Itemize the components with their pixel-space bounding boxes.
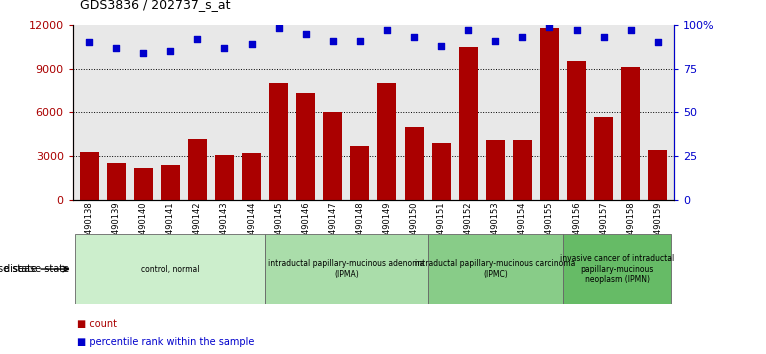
Bar xyxy=(459,47,478,200)
Bar xyxy=(540,28,559,200)
Point xyxy=(273,25,285,31)
Point xyxy=(164,48,176,54)
Text: ■ count: ■ count xyxy=(77,319,116,329)
Bar xyxy=(350,146,369,200)
Point xyxy=(110,45,123,50)
Bar xyxy=(648,150,667,200)
Bar xyxy=(269,83,288,200)
Point xyxy=(192,36,204,42)
Bar xyxy=(296,93,315,200)
Point xyxy=(652,40,664,45)
Text: intraductal papillary-mucinous adenoma
(IPMA): intraductal papillary-mucinous adenoma (… xyxy=(268,259,424,279)
Point xyxy=(381,27,393,33)
Point xyxy=(543,24,555,29)
Bar xyxy=(594,117,613,200)
Text: control, normal: control, normal xyxy=(141,264,199,274)
Bar xyxy=(567,61,586,200)
Bar xyxy=(432,143,450,200)
Point xyxy=(516,34,529,40)
Point xyxy=(624,27,637,33)
Text: invasive cancer of intraductal
papillary-mucinous
neoplasm (IPMN): invasive cancer of intraductal papillary… xyxy=(560,254,674,284)
Text: disease state: disease state xyxy=(0,264,37,274)
Bar xyxy=(404,127,424,200)
Text: GDS3836 / 202737_s_at: GDS3836 / 202737_s_at xyxy=(80,0,231,11)
Text: disease state: disease state xyxy=(4,264,69,274)
Bar xyxy=(621,67,640,200)
Point xyxy=(83,40,95,45)
Point xyxy=(408,34,421,40)
Bar xyxy=(106,163,126,200)
Point xyxy=(245,41,257,47)
Bar xyxy=(80,152,99,200)
Bar xyxy=(378,83,397,200)
Text: intraductal papillary-mucinous carcinoma
(IPMC): intraductal papillary-mucinous carcinoma… xyxy=(415,259,575,279)
Bar xyxy=(161,165,180,200)
Bar xyxy=(513,140,532,200)
Point xyxy=(462,27,474,33)
Point xyxy=(300,31,312,36)
Bar xyxy=(265,234,427,304)
Bar xyxy=(486,140,505,200)
Bar xyxy=(323,113,342,200)
Bar xyxy=(427,234,563,304)
Point xyxy=(354,38,366,44)
Point xyxy=(218,45,231,50)
Point xyxy=(137,50,149,56)
Point xyxy=(489,38,502,44)
Text: ■ percentile rank within the sample: ■ percentile rank within the sample xyxy=(77,337,254,347)
Point xyxy=(326,38,339,44)
Bar xyxy=(188,139,207,200)
Bar xyxy=(76,234,265,304)
Bar xyxy=(242,153,261,200)
Bar xyxy=(215,155,234,200)
Bar xyxy=(134,168,152,200)
Point xyxy=(571,27,583,33)
Bar xyxy=(563,234,671,304)
Point xyxy=(435,43,447,48)
Point xyxy=(597,34,610,40)
